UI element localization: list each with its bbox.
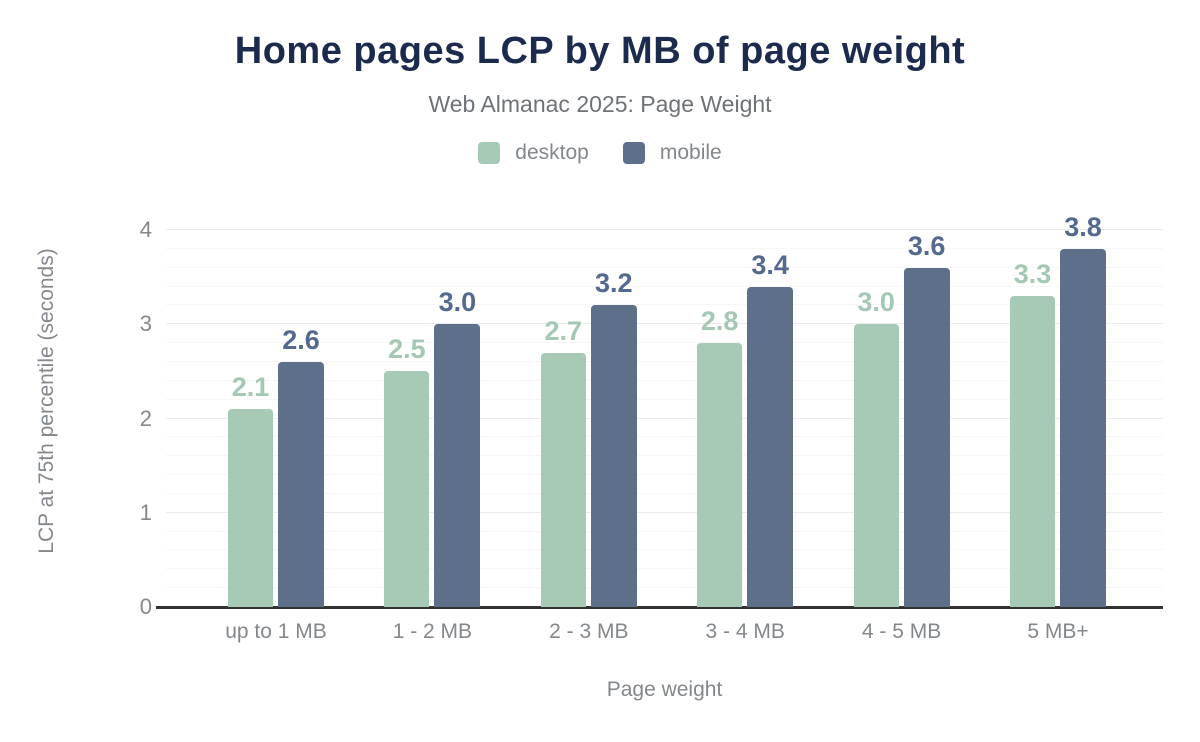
gridline	[166, 549, 1163, 551]
bar-mobile-1	[278, 361, 324, 607]
bar-mobile-5	[903, 267, 950, 607]
gridline	[166, 530, 1163, 532]
x-category-label: 1 - 2 MB	[392, 620, 473, 643]
legend-label: mobile	[659, 141, 722, 164]
y-tick-label: 1	[139, 499, 152, 525]
plot-area: 2.1 2.6 2.5 3.0 2.7 3.2 2.8 3.4 3.0 3.6 3.3 3.8	[156, 195, 1163, 609]
x-axis-title: Page weight	[606, 678, 723, 701]
y-tick-label: 2	[139, 405, 152, 431]
gridline	[166, 492, 1163, 494]
gridline	[166, 360, 1163, 362]
bar-desktop-6	[1010, 295, 1055, 607]
gridline	[166, 474, 1163, 476]
x-axis-line	[156, 606, 1163, 609]
x-category-label: 5 MB+	[1027, 620, 1089, 643]
gridline	[166, 304, 1163, 306]
gridline	[166, 587, 1163, 589]
bar-value-label-desktop-5: 3.0	[857, 287, 895, 318]
bar-desktop-5	[853, 324, 899, 607]
gridline	[166, 285, 1163, 287]
gridline	[166, 323, 1163, 325]
x-category-label: 3 - 4 MB	[705, 620, 785, 643]
bar-mobile-2	[434, 324, 481, 607]
x-category-label: 2 - 3 MB	[549, 620, 629, 643]
bar-mobile-6	[1060, 248, 1106, 607]
gridline	[166, 511, 1163, 513]
chart-subtitle: Web Almanac 2025: Page Weight	[428, 91, 772, 117]
gridline	[166, 342, 1163, 344]
legend-swatch-mobile	[622, 142, 645, 164]
bar-value-label-mobile-2: 3.0	[438, 287, 477, 318]
gridline	[166, 247, 1163, 249]
legend: desktop mobile	[0, 141, 1200, 165]
legend-label: desktop	[515, 141, 589, 164]
x-category-label: up to 1 MB	[225, 620, 327, 643]
bar-mobile-4	[747, 286, 794, 607]
gridline	[166, 229, 1163, 230]
bar-value-label-desktop-4: 2.8	[700, 306, 739, 337]
y-axis-title: LCP at 75th percentile (seconds)	[35, 248, 58, 554]
gridline	[166, 379, 1163, 381]
bar-desktop-3	[540, 352, 586, 607]
x-category-label: 4 - 5 MB	[861, 620, 942, 643]
legend-swatch-desktop	[478, 142, 501, 164]
y-tick-label: 4	[139, 217, 152, 242]
bar-desktop-4	[697, 343, 743, 607]
bar-desktop-1	[228, 409, 273, 607]
bar-value-label-mobile-4: 3.4	[751, 249, 789, 280]
bar-desktop-2	[384, 371, 430, 607]
y-tick-label: 0	[139, 594, 152, 619]
bar-value-label-desktop-3: 2.7	[544, 315, 583, 346]
gridline	[166, 455, 1163, 457]
gridline	[166, 436, 1163, 438]
legend-item-mobile: mobile	[622, 141, 722, 165]
bar-value-label-mobile-3: 3.2	[595, 268, 633, 299]
bar-value-label-mobile-5: 3.6	[907, 230, 946, 261]
bar-value-label-desktop-6: 3.3	[1013, 258, 1052, 289]
gridline	[166, 266, 1163, 268]
bar-value-label-mobile-6: 3.8	[1064, 211, 1102, 242]
bar-value-label-desktop-1: 2.1	[231, 372, 270, 403]
bar-mobile-3	[590, 305, 637, 607]
bar-value-label-mobile-1: 2.6	[282, 324, 320, 355]
chart-title: Home pages LCP by MB of page weight	[234, 30, 966, 72]
bar-value-label-desktop-2: 2.5	[388, 334, 426, 365]
gridline	[166, 398, 1163, 400]
gridline	[166, 417, 1163, 419]
y-tick-label: 3	[139, 311, 152, 337]
gridline	[166, 568, 1163, 570]
legend-item-desktop: desktop	[478, 141, 589, 165]
